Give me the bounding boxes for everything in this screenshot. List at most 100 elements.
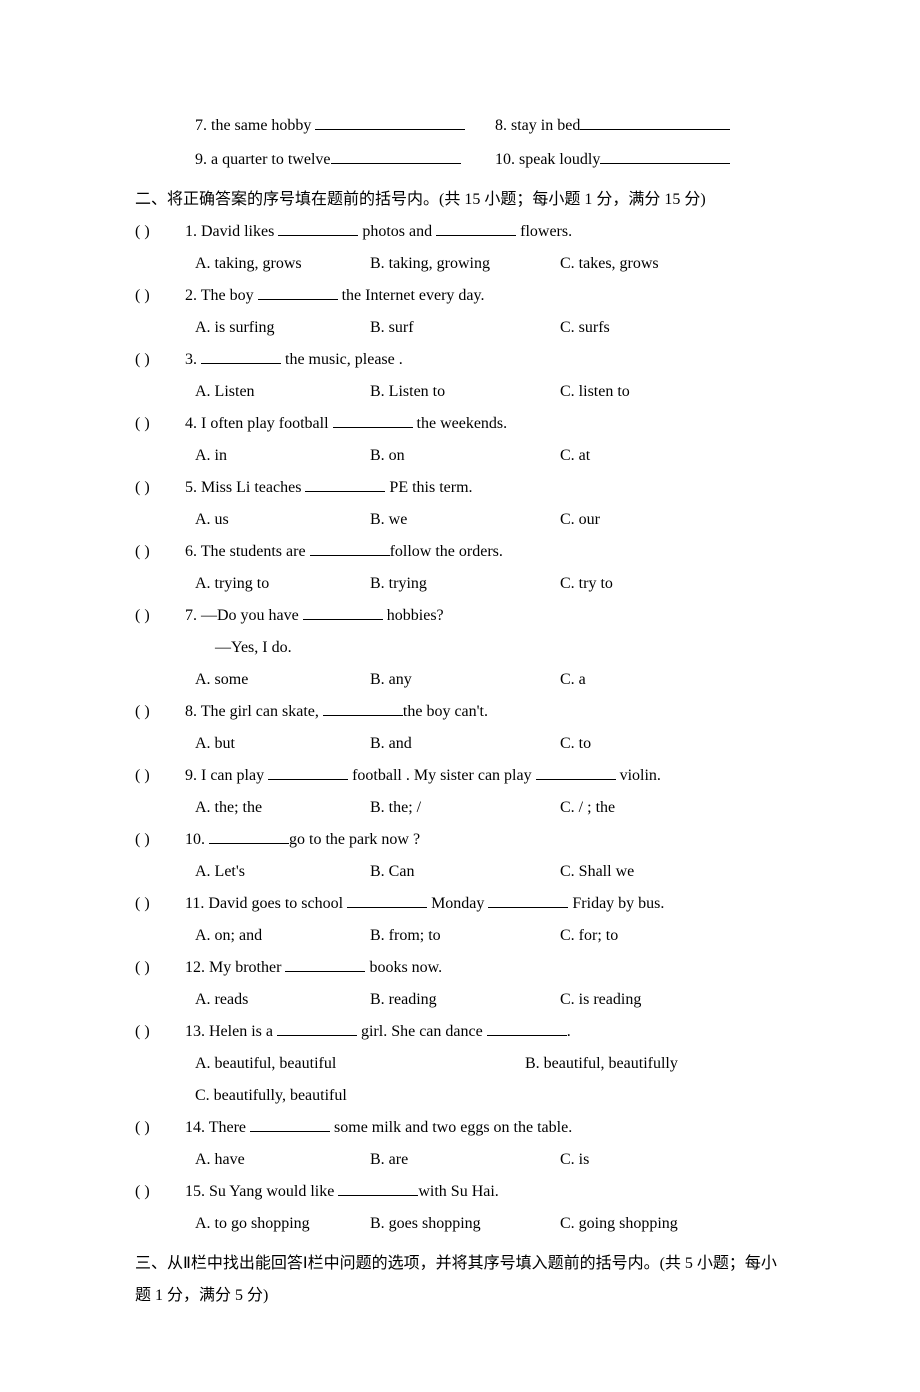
- question-stem: 11. David goes to school Monday Friday b…: [185, 888, 785, 920]
- option-b[interactable]: B. surf: [370, 312, 560, 344]
- blank[interactable]: [250, 1115, 330, 1132]
- answer-paren[interactable]: ( ): [135, 952, 185, 984]
- question-stem: 1. David likes photos and flowers.: [185, 216, 785, 248]
- option-b[interactable]: B. reading: [370, 984, 560, 1016]
- option-c[interactable]: C. for; to: [560, 920, 785, 952]
- answer-paren[interactable]: ( ): [135, 344, 185, 376]
- option-b[interactable]: B. we: [370, 504, 560, 536]
- item-10-blank[interactable]: [600, 147, 730, 164]
- option-b[interactable]: B. Can: [370, 856, 560, 888]
- option-b[interactable]: B. goes shopping: [370, 1208, 560, 1240]
- option-a[interactable]: A. on; and: [195, 920, 370, 952]
- blank[interactable]: [258, 283, 338, 300]
- option-c[interactable]: C. / ; the: [560, 792, 785, 824]
- answer-paren[interactable]: ( ): [135, 1016, 185, 1048]
- option-b[interactable]: B. taking, growing: [370, 248, 560, 280]
- blank[interactable]: [323, 699, 403, 716]
- blank[interactable]: [201, 347, 281, 364]
- option-b[interactable]: B. are: [370, 1144, 560, 1176]
- blank[interactable]: [310, 539, 390, 556]
- answer-paren[interactable]: ( ): [135, 1112, 185, 1144]
- blank[interactable]: [305, 475, 385, 492]
- option-a[interactable]: A. trying to: [195, 568, 370, 600]
- blank[interactable]: [338, 1179, 418, 1196]
- blank[interactable]: [347, 891, 427, 908]
- option-c[interactable]: C. surfs: [560, 312, 785, 344]
- options-row: A. inB. onC. at: [135, 440, 785, 472]
- answer-paren[interactable]: ( ): [135, 536, 185, 568]
- blank[interactable]: [209, 827, 289, 844]
- option-c[interactable]: C. listen to: [560, 376, 785, 408]
- option-c[interactable]: C. a: [560, 664, 785, 696]
- option-a[interactable]: A. is surfing: [195, 312, 370, 344]
- answer-paren[interactable]: ( ): [135, 280, 185, 312]
- blank[interactable]: [277, 1019, 357, 1036]
- option-a[interactable]: A. but: [195, 728, 370, 760]
- blank[interactable]: [436, 219, 516, 236]
- blank[interactable]: [278, 219, 358, 236]
- option-a[interactable]: A. us: [195, 504, 370, 536]
- stem-part-b: books now.: [365, 959, 442, 976]
- option-c[interactable]: C. try to: [560, 568, 785, 600]
- option-a[interactable]: A. reads: [195, 984, 370, 1016]
- option-c[interactable]: C. is reading: [560, 984, 785, 1016]
- option-c[interactable]: C. our: [560, 504, 785, 536]
- option-c[interactable]: C. to: [560, 728, 785, 760]
- stem-part-b: hobbies?: [383, 607, 444, 624]
- option-c[interactable]: C. going shopping: [560, 1208, 785, 1240]
- stem-part-b: go to the park now ?: [289, 831, 420, 848]
- option-a[interactable]: A. to go shopping: [195, 1208, 370, 1240]
- blank[interactable]: [268, 763, 348, 780]
- answer-paren[interactable]: ( ): [135, 888, 185, 920]
- option-c[interactable]: C. at: [560, 440, 785, 472]
- item-9-blank[interactable]: [331, 147, 461, 164]
- option-a[interactable]: A. Listen: [195, 376, 370, 408]
- option-a[interactable]: A. Let's: [195, 856, 370, 888]
- answer-paren[interactable]: ( ): [135, 696, 185, 728]
- answer-paren[interactable]: ( ): [135, 824, 185, 856]
- question-2: ( )2. The boy the Internet every day.: [135, 280, 785, 312]
- option-b[interactable]: B. Listen to: [370, 376, 560, 408]
- option-a[interactable]: A. beautiful, beautiful: [195, 1048, 525, 1080]
- option-a[interactable]: A. some: [195, 664, 370, 696]
- option-b[interactable]: B. on: [370, 440, 560, 472]
- blank[interactable]: [303, 603, 383, 620]
- blank[interactable]: [488, 891, 568, 908]
- option-b[interactable]: B. any: [370, 664, 560, 696]
- option-c[interactable]: C. takes, grows: [560, 248, 785, 280]
- answer-paren[interactable]: ( ): [135, 1176, 185, 1208]
- answer-paren[interactable]: ( ): [135, 600, 185, 632]
- answer-paren[interactable]: ( ): [135, 408, 185, 440]
- question-1: ( )1. David likes photos and flowers.: [135, 216, 785, 248]
- question-number: 5.: [185, 479, 197, 496]
- options-row: A. ListenB. Listen toC. listen to: [135, 376, 785, 408]
- answer-paren[interactable]: ( ): [135, 760, 185, 792]
- option-b[interactable]: B. the; /: [370, 792, 560, 824]
- answer-paren[interactable]: ( ): [135, 472, 185, 504]
- option-c[interactable]: C. is: [560, 1144, 785, 1176]
- option-a[interactable]: A. have: [195, 1144, 370, 1176]
- question-3: ( )3. the music, please .: [135, 344, 785, 376]
- option-a[interactable]: A. taking, grows: [195, 248, 370, 280]
- option-a[interactable]: A. in: [195, 440, 370, 472]
- option-c[interactable]: C. beautifully, beautiful: [195, 1080, 347, 1112]
- option-b[interactable]: B. trying: [370, 568, 560, 600]
- item-8-blank[interactable]: [580, 113, 730, 130]
- stem-part-b: some milk and two eggs on the table.: [330, 1119, 572, 1136]
- option-b[interactable]: B. and: [370, 728, 560, 760]
- blank[interactable]: [333, 411, 413, 428]
- answer-paren[interactable]: ( ): [135, 216, 185, 248]
- question-7-response: —Yes, I do.: [135, 632, 785, 664]
- blank[interactable]: [285, 955, 365, 972]
- option-b[interactable]: B. from; to: [370, 920, 560, 952]
- option-c[interactable]: C. Shall we: [560, 856, 785, 888]
- stem-part-a: The students are: [197, 543, 310, 560]
- blank[interactable]: [536, 763, 616, 780]
- option-b[interactable]: B. beautiful, beautifully: [525, 1048, 678, 1080]
- question-number: 2.: [185, 287, 197, 304]
- item-7-blank[interactable]: [315, 113, 465, 130]
- option-a[interactable]: A. the; the: [195, 792, 370, 824]
- response-text: —Yes, I do.: [185, 632, 292, 664]
- options-row: A. readsB. readingC. is reading: [135, 984, 785, 1016]
- blank[interactable]: [487, 1019, 567, 1036]
